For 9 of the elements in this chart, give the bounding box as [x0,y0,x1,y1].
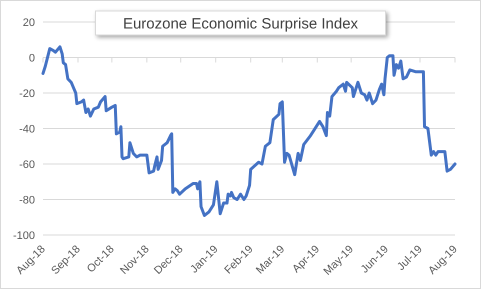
y-tick-label: 20 [22,16,35,29]
y-tick-label: -60 [19,158,35,171]
chart-title: Eurozone Economic Surprise Index [122,15,359,32]
line-series [42,45,456,217]
y-tick-label: -80 [19,194,35,206]
y-tick-label: -40 [19,123,35,136]
y-tick-label: -20 [19,88,35,100]
y-tick-label: 0 [28,52,35,64]
y-tick-label: -100 [12,230,35,242]
